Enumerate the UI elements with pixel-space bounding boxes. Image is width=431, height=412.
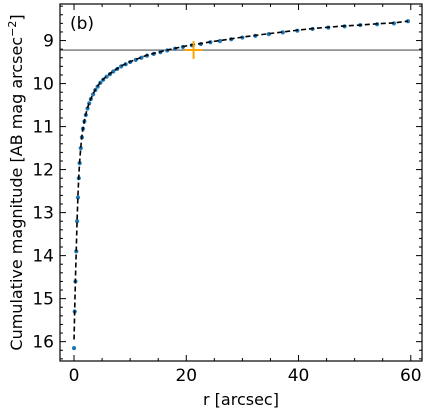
data-point (78, 145, 83, 151)
y-tick-label: 16 (32, 333, 54, 353)
y-tick-label: 10 (32, 75, 54, 95)
model-dashed-line (73, 20, 409, 340)
y-tick-label: 9 (43, 32, 54, 52)
y-tick-label: 11 (32, 118, 54, 138)
data-point (85, 106, 90, 111)
x-tick-label: 40 (288, 366, 310, 386)
data-point (71, 345, 77, 351)
data-point (75, 195, 81, 200)
y-tick-label: 12 (32, 161, 54, 181)
y-tick-label: 15 (32, 290, 54, 310)
plot-area (60, 19, 422, 351)
plot-frame (59, 3, 423, 362)
y-axis-label-main: Cumulative magnitude [AB mag arcsec (7, 37, 26, 351)
panel-label: (b) (70, 14, 94, 34)
y-tick-label: 14 (32, 247, 54, 267)
x-tick-label: 0 (69, 366, 80, 386)
x-axis-label: r [arcsec] (203, 390, 279, 409)
y-axis-label-superscript: −2 (6, 21, 19, 37)
y-tick-label: 13 (32, 204, 54, 224)
x-tick-label: 20 (175, 366, 197, 386)
x-tick-label: 60 (400, 366, 422, 386)
y-axis: 9 10 11 12 13 14 15 16 (32, 5, 422, 360)
x-axis: 0 20 40 60 (69, 4, 422, 386)
data-point (217, 38, 223, 44)
data-point (75, 219, 80, 224)
y-axis-label: Cumulative magnitude [AB mag arcsec−2] (6, 14, 26, 350)
y-axis-label-close: ] (7, 14, 26, 20)
data-point (139, 55, 144, 60)
